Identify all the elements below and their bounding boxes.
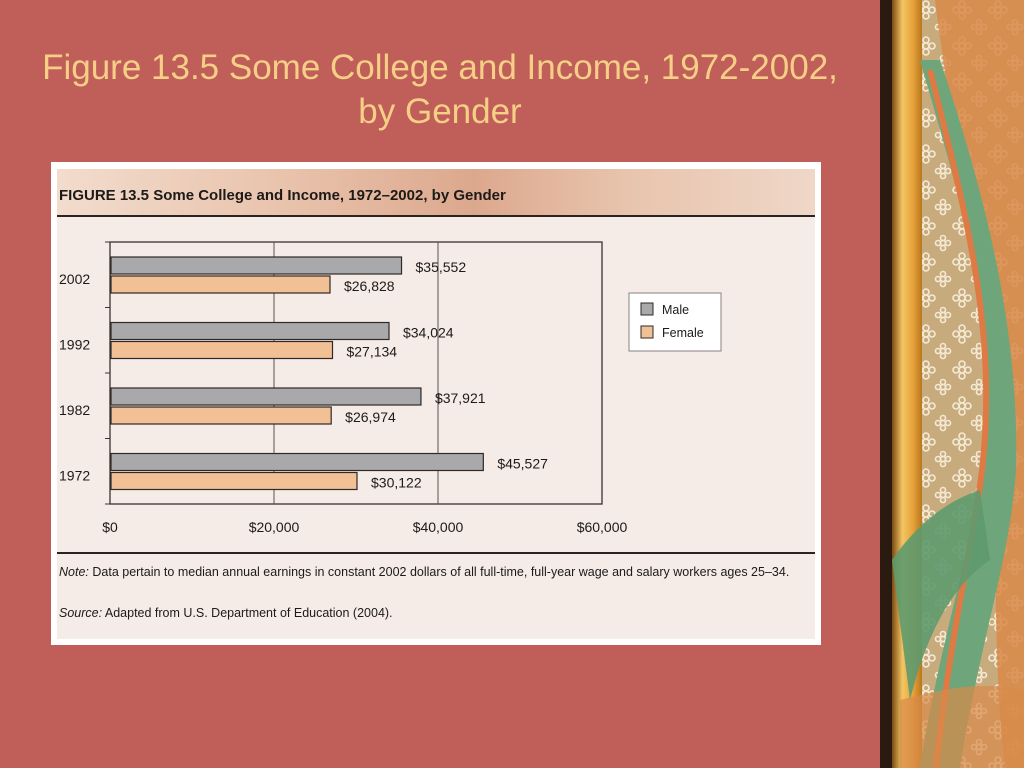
legend-swatch bbox=[640, 302, 654, 316]
y-category-label: 2002 bbox=[59, 271, 90, 287]
floral-ribbon-decoration bbox=[880, 0, 1024, 768]
x-tick-label: $0 bbox=[102, 519, 118, 535]
male-bar bbox=[110, 321, 390, 341]
female-data-label: $26,974 bbox=[345, 409, 396, 425]
female-bar bbox=[110, 275, 331, 294]
female-data-label: $30,122 bbox=[371, 475, 422, 491]
male-data-label: $37,921 bbox=[435, 390, 486, 406]
male-bar bbox=[110, 452, 484, 472]
figure-frame: FIGURE 13.5 Some College and Income, 197… bbox=[51, 162, 821, 645]
male-bar bbox=[110, 256, 403, 275]
decorative-border bbox=[880, 0, 1024, 768]
x-tick-label: $60,000 bbox=[577, 519, 628, 535]
female-data-label: $27,134 bbox=[346, 344, 397, 360]
note-text: Data pertain to median annual earnings i… bbox=[88, 565, 790, 579]
male-data-label: $35,552 bbox=[416, 259, 467, 275]
slide-title: Figure 13.5 Some College and Income, 197… bbox=[42, 48, 838, 131]
legend-box bbox=[628, 292, 722, 352]
figure-header: FIGURE 13.5 Some College and Income, 197… bbox=[57, 169, 815, 217]
y-category-label: 1992 bbox=[59, 337, 90, 353]
source-label: Source: bbox=[59, 606, 103, 620]
legend-label: Female bbox=[662, 326, 704, 340]
footer-divider bbox=[57, 552, 815, 554]
figure-panel: FIGURE 13.5 Some College and Income, 197… bbox=[57, 169, 815, 639]
male-data-label: $34,024 bbox=[403, 325, 454, 341]
male-bar bbox=[110, 387, 422, 406]
figure-title: FIGURE 13.5 Some College and Income, 197… bbox=[59, 187, 506, 204]
y-category-label: 1972 bbox=[59, 468, 90, 484]
female-bar bbox=[110, 471, 358, 491]
female-data-label: $26,828 bbox=[344, 278, 395, 294]
figure-note: Note: Data pertain to median annual earn… bbox=[59, 563, 804, 582]
legend-label: Male bbox=[662, 303, 689, 317]
figure-source: Source: Adapted from U.S. Department of … bbox=[59, 606, 804, 620]
legend-swatch bbox=[640, 325, 654, 339]
slide: Figure 13.5 Some College and Income, 197… bbox=[0, 0, 880, 768]
x-tick-label: $20,000 bbox=[249, 519, 300, 535]
female-bar bbox=[110, 406, 332, 425]
note-label: Note: bbox=[59, 565, 89, 579]
x-tick-label: $40,000 bbox=[413, 519, 464, 535]
male-data-label: $45,527 bbox=[497, 456, 548, 472]
y-category-label: 1982 bbox=[59, 402, 90, 418]
source-text: Adapted from U.S. Department of Educatio… bbox=[102, 606, 393, 620]
bar-chart: $0 $20,000 $40,000 $60,000 2002 $35,552 $26,82… bbox=[59, 241, 722, 535]
female-bar bbox=[110, 340, 334, 360]
